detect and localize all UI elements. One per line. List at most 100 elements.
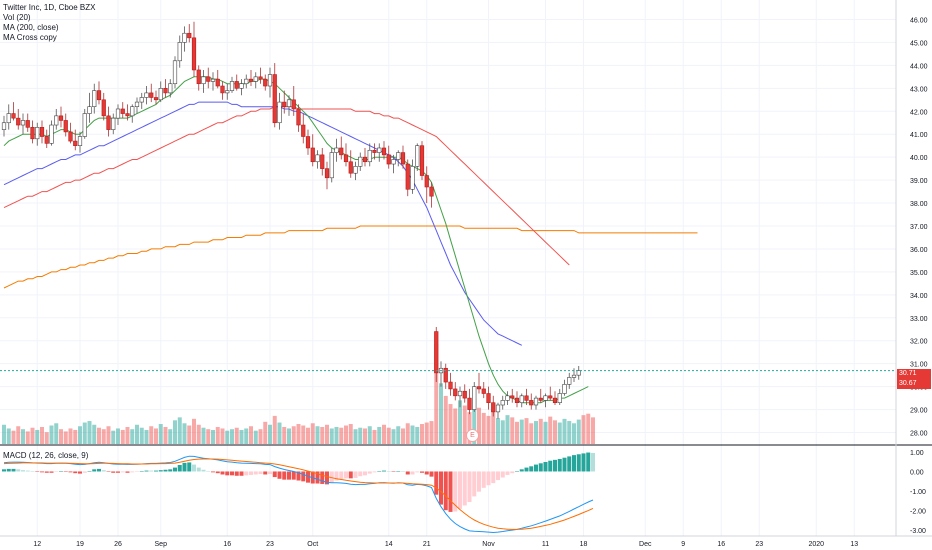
- candle-body: [149, 92, 154, 98]
- volume-bar: [472, 398, 477, 444]
- volume-bar: [372, 429, 377, 444]
- price-tick-label: 36.00: [910, 247, 928, 254]
- candle-body: [443, 367, 448, 383]
- macd-histogram-bar: [40, 471, 44, 473]
- candle-body: [514, 397, 520, 403]
- candle-body: [576, 370, 581, 376]
- candle-body: [353, 166, 358, 174]
- ma-green-path: [3, 76, 589, 404]
- time-tick-label: Nov: [482, 541, 495, 548]
- candle-body: [529, 400, 534, 406]
- volume-bar: [334, 426, 339, 444]
- candle-body: [481, 388, 486, 394]
- volume-bar: [2, 424, 6, 444]
- macd-histogram-bar: [30, 471, 35, 472]
- macd-histogram-bar: [149, 470, 154, 472]
- volume-bar: [263, 421, 268, 444]
- candle-body: [35, 127, 40, 140]
- macd-histogram-bar: [529, 466, 534, 472]
- candle-body: [101, 99, 106, 117]
- macd-histogram-bar: [538, 463, 543, 472]
- macd-histogram-bar: [524, 467, 529, 472]
- volume-bar: [49, 425, 54, 444]
- candle-body: [548, 395, 553, 399]
- macd-histogram-bar: [6, 468, 11, 472]
- volume-bar: [553, 420, 557, 444]
- candle-body: [210, 78, 216, 82]
- volume-bar: [144, 429, 149, 444]
- earnings-marker[interactable]: E: [466, 429, 479, 442]
- volume-bar: [206, 429, 211, 444]
- macd-histogram-bar: [87, 471, 92, 472]
- volume-bar: [453, 408, 458, 444]
- macd-histogram-bar: [420, 471, 424, 473]
- macd-histogram-bar: [377, 471, 382, 472]
- macd-histogram-bar: [467, 471, 472, 503]
- macd-histogram-bar: [154, 470, 158, 472]
- legend: Twitter Inc, 1D, Cboe BZX Vol (20) MA (2…: [3, 3, 95, 43]
- volume-bar: [87, 421, 92, 444]
- candle-body: [552, 397, 558, 403]
- volume-bar: [515, 421, 519, 444]
- volume-bar: [325, 424, 329, 444]
- candle-body: [20, 120, 26, 126]
- volume-legend[interactable]: Vol (20): [3, 13, 31, 22]
- macd-histogram-bar: [182, 462, 187, 472]
- macd-histogram-bar: [120, 471, 125, 473]
- volume-bar: [201, 427, 206, 444]
- candle-body: [92, 90, 97, 107]
- volume-bar: [363, 428, 367, 444]
- symbol-title[interactable]: Twitter Inc, 1D, Cboe BZX: [3, 3, 96, 12]
- candle-body: [267, 74, 273, 87]
- macd-histogram-bar: [68, 471, 73, 473]
- macd-histogram-bar: [405, 471, 410, 475]
- time-tick-label: 9: [681, 541, 685, 548]
- volume-bar: [353, 429, 358, 444]
- candle-body: [524, 395, 529, 401]
- volume-bar: [429, 421, 434, 444]
- macd-histogram-bar: [225, 471, 230, 476]
- time-tick-label: 18: [580, 541, 588, 548]
- volume-bar: [177, 417, 182, 444]
- volume-bar: [234, 427, 239, 444]
- ma-blue-path: [3, 101, 523, 346]
- volume-bar: [310, 423, 315, 444]
- candle-body: [286, 99, 292, 107]
- volume-bar: [415, 426, 420, 444]
- volume-bar: [73, 429, 78, 444]
- candle-body: [567, 377, 572, 385]
- price-tick-label: 29.00: [910, 408, 928, 415]
- macd-histogram-bar: [206, 471, 211, 472]
- macd-histogram-bar: [372, 471, 377, 473]
- macd-histogram-bar: [73, 471, 78, 474]
- macd-histogram-bar: [211, 471, 215, 473]
- time-tick-label: Oct: [307, 541, 318, 548]
- macd-histogram-bar: [548, 460, 553, 472]
- macd-histogram-bar: [116, 471, 120, 473]
- macd-histogram-bar: [401, 471, 405, 472]
- ma-legend[interactable]: MA (200, close): [3, 23, 59, 32]
- volume-bar: [396, 426, 401, 444]
- macd-histogram-bar: [97, 468, 101, 472]
- ma-red-line: [3, 106, 570, 266]
- time-tick-label: 23: [755, 541, 763, 548]
- price-tick-label: 45.00: [910, 40, 928, 47]
- candle-body: [168, 83, 173, 94]
- ma200-path: [3, 225, 698, 289]
- macd-histogram-bar: [386, 471, 391, 472]
- ma-cross-legend[interactable]: MA Cross copy: [3, 33, 57, 42]
- macd-legend[interactable]: MACD (12, 26, close, 9): [3, 451, 89, 460]
- macd-tick-label: -2.00: [910, 509, 926, 516]
- volume-bar: [101, 429, 106, 444]
- price-tick-label: 31.00: [910, 362, 928, 369]
- candle-body: [172, 60, 178, 85]
- macd-histogram-bar: [391, 471, 396, 472]
- macd-histogram-bar: [173, 467, 177, 472]
- volume-bar: [239, 429, 244, 444]
- candle-body: [391, 159, 396, 165]
- volume-bar: [111, 430, 116, 444]
- candle-body: [324, 168, 330, 179]
- volume-bar: [25, 431, 30, 444]
